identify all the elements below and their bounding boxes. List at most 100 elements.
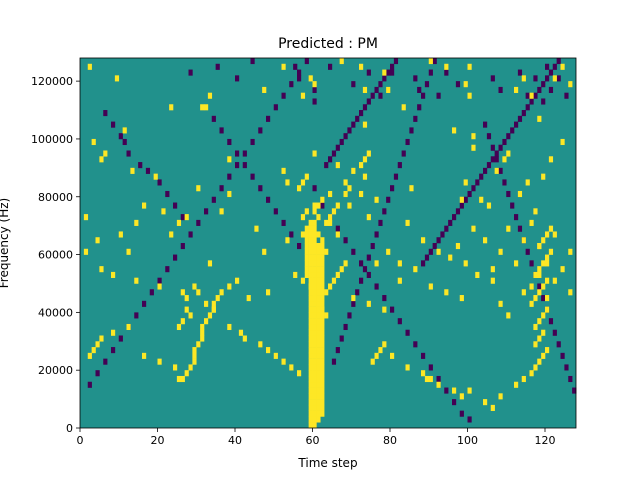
heatmap-cell-high — [312, 341, 317, 348]
heatmap-cell-low — [502, 179, 507, 186]
heatmap-cell-low — [479, 173, 484, 180]
heatmap-cell-low — [413, 341, 418, 348]
heatmap-cell-low — [417, 104, 422, 111]
heatmap-cell-high — [448, 254, 453, 261]
heatmap-cell-low — [514, 121, 519, 128]
heatmap-cell-low — [215, 63, 220, 70]
heatmap-cell-high — [459, 393, 464, 400]
heatmap-cell-low — [413, 115, 418, 122]
heatmap-cell-low — [405, 329, 410, 336]
heatmap-cell-high — [308, 295, 313, 302]
heatmap-cell-high — [320, 375, 325, 383]
heatmap-cell-high — [339, 266, 344, 273]
heatmap-cell-low — [471, 185, 476, 192]
heatmap-cell-low — [335, 347, 340, 354]
heatmap-cell-low — [157, 277, 162, 284]
heatmap-cell-high — [320, 260, 325, 267]
heatmap-cell-high — [289, 364, 294, 371]
heatmap-cell-high — [95, 341, 100, 348]
heatmap-cell-high — [91, 347, 96, 354]
heatmap-cell-high — [335, 162, 340, 169]
heatmap-cell-low — [196, 219, 201, 226]
heatmap-cell-high — [490, 277, 495, 284]
heatmap-cell-high — [87, 63, 92, 70]
heatmap-cell-high — [324, 289, 329, 296]
heatmap-cell-high — [382, 306, 387, 313]
heatmap-cell-low — [250, 173, 255, 180]
heatmap-cell-low — [378, 219, 383, 226]
heatmap-cell-low — [87, 381, 92, 388]
heatmap-cell-low — [467, 416, 472, 423]
heatmap-cell-high — [533, 271, 538, 278]
heatmap-cell-high — [545, 347, 550, 354]
heatmap-cell-high — [316, 358, 321, 365]
heatmap-cell-low — [355, 115, 360, 122]
heatmap-cell-low — [436, 375, 441, 383]
heatmap-cell-high — [343, 260, 348, 267]
heatmap-cell-high — [521, 237, 526, 244]
heatmap-cell-high — [211, 300, 216, 307]
heatmap-cell-high — [316, 410, 321, 417]
heatmap-cell-high — [533, 341, 538, 348]
heatmap-cell-high — [308, 352, 313, 359]
heatmap-cell-low — [142, 300, 147, 307]
heatmap-cell-low — [378, 81, 383, 88]
heatmap-cell-high — [316, 254, 321, 261]
heatmap-cell-high — [169, 231, 174, 238]
heatmap-cell-high — [83, 214, 89, 221]
heatmap-cell-high — [312, 312, 317, 319]
heatmap-cell-high — [153, 173, 158, 180]
heatmap-cell-high — [335, 231, 340, 238]
heatmap-cell-high — [397, 277, 402, 284]
heatmap-cell-high — [300, 179, 306, 186]
heatmap-cell-low — [312, 98, 317, 105]
heatmap-cell-low — [339, 335, 344, 342]
heatmap-cell-low — [568, 375, 573, 383]
heatmap-cell-low — [359, 277, 364, 284]
y-tick-label: 100000 — [31, 133, 73, 146]
heatmap-cell-high — [285, 237, 290, 244]
heatmap-cell-high — [99, 335, 104, 342]
heatmap-cell-low — [250, 58, 255, 65]
heatmap-cell-high — [320, 289, 325, 296]
heatmap-cell-high — [200, 104, 205, 111]
heatmap-cell-high — [308, 364, 313, 371]
heatmap-cell-high — [281, 63, 286, 70]
heatmap-cell-high — [312, 410, 317, 417]
heatmap-cell-high — [99, 156, 104, 163]
heatmap-cell-high — [312, 289, 317, 296]
heatmap-cell-low — [374, 283, 379, 290]
heatmap-cell-high — [537, 266, 542, 273]
heatmap-cell-high — [386, 86, 391, 93]
heatmap-cell-high — [409, 185, 414, 192]
heatmap-cell-low — [541, 98, 546, 105]
heatmap-cell-high — [545, 277, 550, 284]
heatmap-cell-high — [541, 260, 546, 267]
heatmap-cell-low — [533, 92, 538, 99]
heatmap-cell-high — [537, 243, 542, 250]
heatmap-cell-high — [320, 341, 325, 348]
heatmap-cell-high — [316, 329, 321, 336]
heatmap-cell-high — [227, 283, 232, 290]
heatmap-cell-high — [568, 289, 573, 296]
heatmap-cell-low — [533, 75, 538, 82]
heatmap-cell-low — [390, 306, 395, 313]
heatmap-cell-high — [312, 352, 317, 359]
heatmap-cell-high — [316, 323, 321, 331]
heatmap-cell-high — [308, 271, 313, 278]
y-tick-label: 0 — [66, 422, 73, 435]
heatmap-cell-high — [312, 358, 317, 365]
heatmap-cell-high — [397, 260, 402, 267]
heatmap-cell-low — [297, 243, 302, 250]
heatmap-cell-low — [157, 179, 162, 186]
heatmap-cell-high — [308, 266, 313, 273]
heatmap-cell-high — [184, 295, 189, 302]
heatmap-cell-high — [114, 75, 120, 82]
heatmap-cell-high — [316, 404, 321, 411]
heatmap-cell-low — [235, 75, 240, 82]
heatmap-cell-high — [227, 156, 232, 163]
plot-area — [79, 57, 577, 429]
heatmap-cell-high — [227, 190, 232, 198]
heatmap-cell-high — [134, 277, 139, 284]
heatmap-cell-high — [529, 300, 534, 307]
